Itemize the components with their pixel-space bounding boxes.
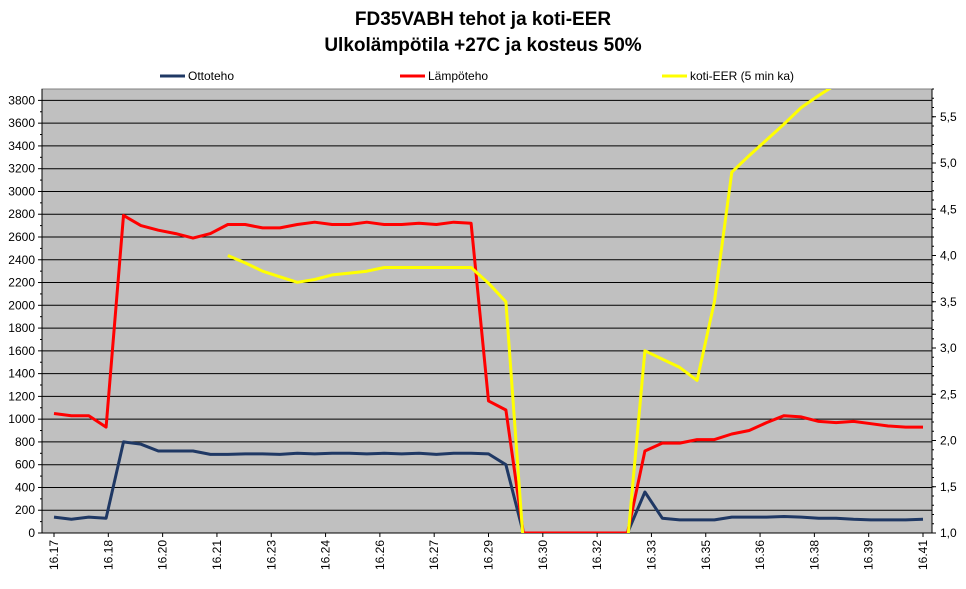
chart-title: FD35VABH tehot ja koti-EER [354,9,612,30]
right-tick-label: 4,5 [940,202,957,216]
right-tick-label: 3,0 [940,341,957,355]
left-tick-label: 800 [15,435,35,449]
right-tick-label: 2,5 [940,387,957,401]
x-tick-label: 16.18 [101,540,115,570]
x-tick-label: 16.33 [644,540,658,570]
left-tick-label: 1200 [8,389,35,403]
series-line-3 [227,89,832,533]
left-axis-ticks: 0 200 400 600 800 1000 1200 1400 1600 1800 2000 220… [8,93,42,540]
left-tick-label: 2400 [8,253,35,267]
left-tick-label: 3600 [8,116,35,130]
x-tick-label: 16.26 [373,540,387,570]
x-tick-label: 16.38 [807,540,821,570]
left-tick-label: 3200 [8,162,35,176]
legend: Ottoteho Lämpöteho koti-EER (5 min ka) [160,69,794,83]
left-tick-label: 2600 [8,230,35,244]
right-tick-label: 1,0 [940,526,957,540]
x-axis-ticks: 16.17 16.18 16.20 16.21 16.23 16.24 16.26 16.27… [47,533,930,570]
right-tick-label: 1,5 [940,480,957,494]
x-tick-label: 16.30 [536,540,550,570]
x-tick-label: 16.20 [156,540,170,570]
left-tick-label: 3400 [8,139,35,153]
left-tick-label: 2800 [8,207,35,221]
chart-subtitle: Ulkolämpötila +27C ja kosteus 50% [324,35,642,56]
plot-area [41,88,933,534]
x-tick-label: 16.35 [699,540,713,570]
left-tick-label: 1800 [8,321,35,335]
left-tick-label: 0 [28,526,35,540]
legend-label: koti-EER (5 min ka) [690,69,794,83]
x-tick-label: 16.21 [210,540,224,570]
x-tick-label: 16.36 [753,540,767,570]
right-tick-label: 2,0 [940,434,957,448]
right-axis-ticks: 1,0 1,5 2,0 2,5 3,0 3,5 4,0 4,5 5,0 5,5 [932,88,957,540]
series-line-2 [53,213,923,533]
series-lines [53,89,924,533]
right-tick-label: 4,0 [940,249,957,263]
legend-label: Ottoteho [188,69,234,83]
right-tick-label: 5,5 [940,110,957,124]
x-tick-label: 16.23 [264,540,278,570]
legend-label: Lämpöteho [428,69,488,83]
left-tick-label: 3800 [8,93,35,107]
left-tick-label: 400 [15,480,35,494]
left-tick-label: 1000 [8,412,35,426]
left-tick-label: 600 [15,458,35,472]
left-tick-label: 1600 [8,344,35,358]
x-tick-label: 16.32 [590,540,604,570]
left-tick-label: 2200 [8,276,35,290]
right-tick-label: 3,5 [940,295,957,309]
right-tick-label: 5,0 [940,156,957,170]
left-tick-label: 200 [15,503,35,517]
x-tick-label: 16.39 [862,540,876,570]
left-tick-label: 3000 [8,184,35,198]
x-tick-label: 16.41 [916,540,930,570]
x-tick-label: 16.24 [319,540,333,570]
left-tick-label: 1400 [8,367,35,381]
left-tick-label: 2000 [8,298,35,312]
series-line-1 [53,440,924,533]
x-tick-label: 16.29 [482,540,496,570]
x-tick-label: 16.17 [47,540,61,570]
x-tick-label: 16.27 [427,540,441,570]
